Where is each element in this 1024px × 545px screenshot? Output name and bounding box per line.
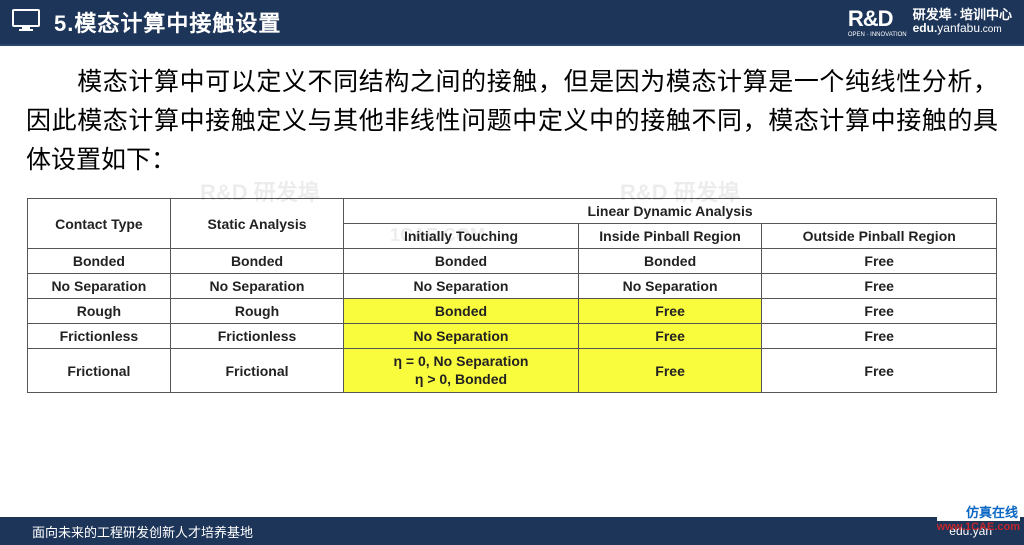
brand-rd: R&D xyxy=(848,6,907,32)
th-initially-touching: Initially Touching xyxy=(344,224,579,249)
corner-line2: www.1CAE.com xyxy=(937,521,1020,535)
table-cell: Bonded xyxy=(344,249,579,274)
table-header-row: Contact Type Static Analysis Linear Dyna… xyxy=(28,199,997,224)
table-cell: Free xyxy=(578,324,762,349)
corner-badge: 仿真在线 www.1CAE.com xyxy=(937,505,1020,535)
brand-url-2: yanfabu xyxy=(937,21,980,35)
table-cell: Free xyxy=(578,299,762,324)
intro-paragraph: 模态计算中可以定义不同结构之间的接触，但是因为模态计算是一个纯线性分析，因此模态… xyxy=(26,64,998,180)
table-cell: Bonded xyxy=(578,249,762,274)
table-cell: Rough xyxy=(170,299,343,324)
table-cell: No Separation xyxy=(28,274,171,299)
table-row: RoughRoughBondedFreeFree xyxy=(28,299,997,324)
brand-subcaption: OPEN · INNOVATION xyxy=(848,32,907,38)
table-cell: Frictional xyxy=(170,349,343,393)
brand-url-3: .com xyxy=(980,24,1002,35)
body-area: 模态计算中可以定义不同结构之间的接触，但是因为模态计算是一个纯线性分析，因此模态… xyxy=(0,46,1024,399)
table-cell: Rough xyxy=(28,299,171,324)
table-cell: No Separation xyxy=(578,274,762,299)
th-linear-dynamic: Linear Dynamic Analysis xyxy=(344,199,997,224)
table-cell: Free xyxy=(578,349,762,393)
monitor-icon xyxy=(12,8,40,37)
table-cell: No Separation xyxy=(170,274,343,299)
table-cell: Frictional xyxy=(28,349,171,393)
table-cell: Free xyxy=(762,299,997,324)
page-title: 5.模态计算中接触设置 xyxy=(54,6,281,38)
table-cell: Bonded xyxy=(28,249,171,274)
table-cell: No Separation xyxy=(344,324,579,349)
th-inside-pinball: Inside Pinball Region xyxy=(578,224,762,249)
table-cell: Frictionless xyxy=(170,324,343,349)
th-static-analysis: Static Analysis xyxy=(170,199,343,249)
table-row: BondedBondedBondedBondedFree xyxy=(28,249,997,274)
th-contact-type: Contact Type xyxy=(28,199,171,249)
table-row: FrictionalFrictionalη = 0, No Separation… xyxy=(28,349,997,393)
table-cell: No Separation xyxy=(344,274,579,299)
contact-table: Contact Type Static Analysis Linear Dyna… xyxy=(27,198,997,393)
brand-text: 研发埠·培训中心 edu.yanfabu.com xyxy=(913,8,1012,35)
table-cell: Bonded xyxy=(344,299,579,324)
footer-left: 面向未来的工程研发创新人才培养基地 xyxy=(32,522,253,541)
header-bar: 5.模态计算中接触设置 R&D OPEN · INNOVATION 研发埠·培训… xyxy=(0,0,1024,46)
table-cell: η = 0, No Separationη > 0, Bonded xyxy=(344,349,579,393)
table-row: FrictionlessFrictionlessNo SeparationFre… xyxy=(28,324,997,349)
footer-bar: 面向未来的工程研发创新人才培养基地 edu.yan xyxy=(0,517,1024,545)
table-row: No SeparationNo SeparationNo SeparationN… xyxy=(28,274,997,299)
table-cell: Free xyxy=(762,249,997,274)
table-cell: Free xyxy=(762,349,997,393)
table-cell: Bonded xyxy=(170,249,343,274)
brand-block: R&D OPEN · INNOVATION 研发埠·培训中心 edu.yanfa… xyxy=(848,6,1012,38)
table-cell: Frictionless xyxy=(28,324,171,349)
table-cell: Free xyxy=(762,324,997,349)
th-outside-pinball: Outside Pinball Region xyxy=(762,224,997,249)
brand-url-1: edu. xyxy=(913,21,938,35)
corner-line1: 仿真在线 xyxy=(937,505,1020,521)
table-cell: Free xyxy=(762,274,997,299)
